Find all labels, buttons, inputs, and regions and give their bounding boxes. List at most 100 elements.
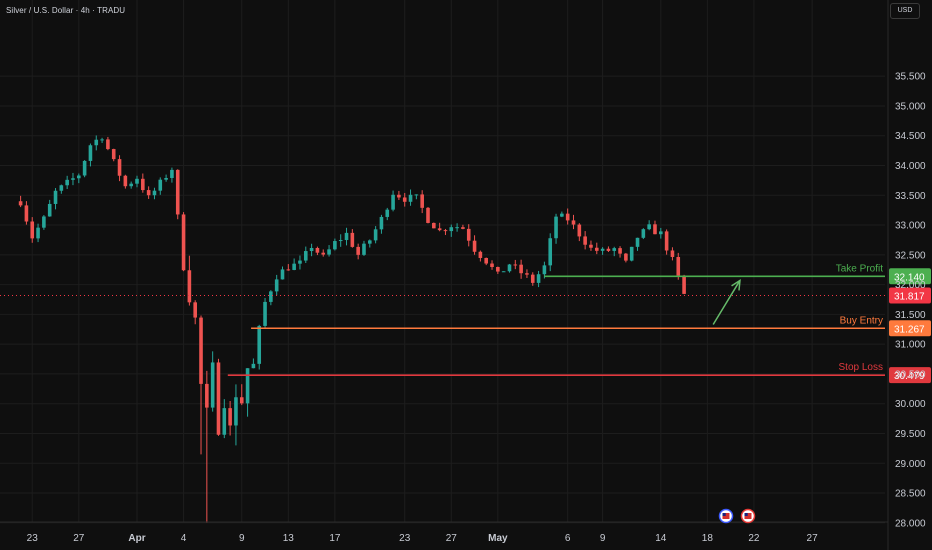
- candle-body: [152, 190, 157, 196]
- price-tag: [889, 367, 931, 384]
- candle-body: [618, 248, 622, 254]
- candle-body: [606, 248, 611, 251]
- y-tick-label: 33.000: [895, 221, 926, 232]
- y-tick-label: 33.500: [895, 191, 926, 202]
- candle-body: [653, 224, 657, 235]
- candle-body: [65, 179, 69, 186]
- event-flag-canton: [722, 513, 726, 516]
- candle-body: [629, 246, 634, 261]
- candle-body: [385, 209, 390, 217]
- candle-body: [391, 194, 395, 210]
- candle-body: [356, 246, 360, 255]
- candle-body: [612, 248, 617, 251]
- candle-body: [449, 227, 454, 232]
- price-tag-label: 30.479: [894, 371, 925, 382]
- y-tick-label: 30.500: [895, 369, 926, 380]
- x-tick-label: 22: [748, 533, 760, 544]
- candle-body: [362, 243, 366, 255]
- candle-body: [647, 224, 651, 230]
- candle-body: [269, 291, 273, 302]
- candle-body: [158, 179, 163, 191]
- candle-body: [47, 203, 52, 217]
- level-label: Take Profit: [836, 263, 883, 274]
- candle-body: [164, 177, 168, 180]
- candle-body: [42, 216, 46, 228]
- candle-body: [141, 178, 145, 191]
- candle-body: [443, 230, 448, 232]
- candle-body: [507, 264, 512, 272]
- candle-body: [565, 213, 570, 221]
- candle-body: [472, 240, 477, 252]
- candle-body: [88, 145, 93, 161]
- y-tick-label: 29.000: [895, 459, 926, 470]
- candle-body: [432, 222, 436, 229]
- candle-body: [263, 301, 267, 326]
- candle-body: [583, 236, 587, 245]
- y-tick-label: 31.000: [895, 340, 926, 351]
- candle-body: [175, 169, 180, 215]
- y-tick-label: 28.000: [895, 518, 926, 529]
- candle-body: [234, 397, 238, 426]
- candle-body: [560, 213, 564, 217]
- candle-body: [315, 247, 320, 253]
- candle-body: [106, 139, 110, 150]
- candle-body: [420, 194, 424, 208]
- level-label: Buy Entry: [840, 315, 883, 326]
- candle-body: [542, 265, 547, 275]
- candle-body: [397, 194, 401, 198]
- candle-body: [94, 139, 99, 146]
- y-tick-label: 29.500: [895, 429, 926, 440]
- candle-body: [624, 253, 628, 261]
- candle-body: [682, 275, 686, 294]
- candle-body: [187, 270, 192, 303]
- currency-button[interactable]: USD: [890, 3, 920, 19]
- candle-body: [664, 231, 669, 251]
- y-tick-label: 32.500: [895, 250, 926, 261]
- projection-arrow: [712, 280, 741, 325]
- event-flag-canton: [744, 513, 748, 516]
- candle-body: [455, 227, 459, 229]
- candle-body: [571, 220, 576, 225]
- candle-body: [222, 408, 227, 435]
- candle-body: [327, 249, 331, 255]
- candle-body: [239, 397, 244, 404]
- x-tick-label: 17: [329, 533, 341, 544]
- candle-body: [292, 263, 296, 270]
- event-flag-stripes: [744, 513, 752, 519]
- candle-body: [298, 260, 302, 264]
- candle-body: [519, 264, 523, 274]
- x-tick-label: 23: [27, 533, 39, 544]
- candle-body: [59, 185, 64, 191]
- candle-body: [641, 229, 646, 238]
- candle-body: [135, 178, 139, 184]
- candle-body: [414, 194, 419, 196]
- candle-body: [117, 159, 122, 176]
- candle-body: [251, 363, 256, 369]
- x-tick-label: Apr: [128, 533, 145, 544]
- price-tag: [889, 320, 931, 337]
- candle-body: [181, 214, 186, 271]
- candle-body: [536, 274, 541, 283]
- candle-body: [589, 244, 593, 248]
- y-tick-label: 30.000: [895, 399, 926, 410]
- candle-body: [123, 175, 128, 187]
- candle-body: [525, 273, 529, 275]
- price-tag-label: 32.140: [894, 272, 925, 283]
- arrow-head: [731, 278, 741, 291]
- candle-body: [408, 194, 413, 202]
- candle-body: [478, 251, 483, 258]
- candle-body: [36, 227, 40, 239]
- price-tag-label: 31.267: [894, 324, 925, 335]
- x-tick-label: 27: [807, 533, 819, 544]
- y-tick-label: 35.500: [895, 72, 926, 83]
- y-tick-label: 34.000: [895, 161, 926, 172]
- last-price-label: 31.817: [894, 291, 925, 302]
- x-tick-label: 23: [399, 533, 411, 544]
- candle-body: [338, 240, 343, 242]
- candle-body: [280, 269, 285, 280]
- candle-body: [659, 231, 663, 235]
- candle-body: [205, 383, 209, 408]
- candle-body: [53, 190, 58, 204]
